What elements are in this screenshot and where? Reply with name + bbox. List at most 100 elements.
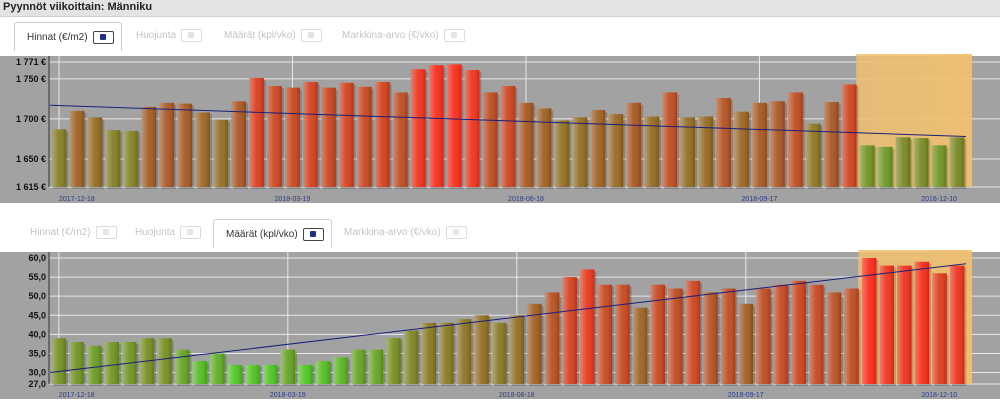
export-icon[interactable]	[302, 227, 324, 241]
tab-quantities[interactable]: Määrät (kpl/vko)	[212, 22, 334, 49]
bar-gloss	[210, 353, 225, 384]
bar-gloss	[285, 87, 300, 187]
bar-gloss	[338, 82, 354, 187]
x-tick-label: 2018-06-18	[508, 196, 544, 203]
bar-gloss	[859, 145, 875, 187]
y-tick-label: 40,0	[28, 329, 46, 339]
y-tick-label: 1 700 €	[16, 114, 46, 124]
tab-volatility[interactable]: Huojunta	[123, 219, 213, 246]
y-tick-label: 1 650 €	[16, 154, 46, 164]
bar-gloss	[608, 114, 624, 187]
tab-prices[interactable]: Hinnat (€/m2)	[14, 22, 122, 51]
tab-volatility[interactable]: Huojunta	[124, 22, 214, 49]
bar-gloss	[51, 338, 67, 384]
bar-gloss	[439, 322, 454, 384]
bar-gloss	[861, 258, 877, 384]
bar-gloss	[931, 145, 947, 187]
bar-gloss	[650, 284, 665, 384]
bar-gloss	[321, 87, 336, 187]
bottom-tab-bar: Hinnat (€/m2) Huojunta Määrät (kpl/vko) …	[0, 219, 1000, 248]
x-tick-label: 2018-12-10	[921, 392, 957, 399]
x-tick-label: 2018-06-18	[499, 392, 535, 399]
y-tick-label: 1 615 €	[16, 182, 46, 192]
bar-gloss	[572, 117, 588, 187]
bar-gloss	[518, 102, 534, 187]
bar-gloss	[403, 330, 419, 384]
bar-gloss	[464, 70, 480, 187]
export-icon[interactable]	[181, 29, 203, 42]
bar-gloss	[474, 315, 489, 384]
bar-gloss	[392, 92, 408, 187]
bar-gloss	[368, 349, 384, 384]
bar-gloss	[267, 86, 282, 187]
tab-quantities[interactable]: Määrät (kpl/vko)	[213, 219, 332, 248]
export-icon[interactable]	[180, 226, 202, 239]
bar-gloss	[809, 284, 824, 384]
bar-gloss	[195, 112, 211, 187]
bar-gloss	[536, 108, 552, 187]
bar-gloss	[262, 364, 278, 384]
bar-gloss	[841, 84, 857, 187]
bar-gloss	[456, 319, 472, 384]
tab-label: Määrät (kpl/vko)	[226, 228, 298, 240]
x-tick-label: 2018-12-10	[921, 196, 957, 203]
bar-gloss	[69, 110, 85, 187]
bar-gloss	[698, 116, 713, 187]
quantities-chart: 2017-12-18 2018-03-19 2018-06-18 2018-09-17…	[0, 250, 1000, 399]
bar-gloss	[752, 102, 767, 187]
tab-label: Huojunta	[135, 227, 176, 238]
bar-gloss	[879, 265, 894, 384]
tab-market-value[interactable]: Markkina-arvo (€/vko)	[332, 219, 472, 246]
tab-label: Määrät (kpl/vko)	[224, 30, 296, 41]
bar-gloss	[428, 65, 444, 187]
bar-gloss	[245, 364, 260, 384]
bar-gloss	[303, 82, 318, 187]
bar-gloss	[685, 280, 701, 384]
bar-gloss	[298, 364, 313, 384]
export-icon[interactable]	[95, 226, 117, 239]
export-icon[interactable]	[300, 29, 322, 42]
x-tick-label: 2018-09-17	[728, 392, 764, 399]
bar-gloss	[805, 123, 821, 187]
bar-gloss	[734, 111, 749, 187]
bar-gloss	[482, 92, 498, 187]
bar-gloss	[87, 117, 103, 187]
bar-gloss	[949, 265, 965, 384]
x-tick-label: 2018-09-17	[742, 196, 778, 203]
bar-gloss	[897, 265, 912, 384]
bar-gloss	[932, 273, 947, 384]
bar-gloss	[756, 288, 771, 384]
top-tab-bar: Hinnat (€/m2) Huojunta Määrät (kpl/vko) …	[0, 22, 1000, 51]
y-tick-label: 30,0	[28, 368, 46, 378]
bar-gloss	[562, 277, 577, 384]
bar-gloss	[788, 92, 803, 187]
bar-gloss	[662, 92, 678, 187]
tab-label: Markkina-arvo (€/vko)	[342, 30, 439, 41]
bar-gloss	[791, 280, 806, 384]
trend-line	[49, 263, 967, 374]
bar-gloss	[69, 342, 84, 384]
bar-gloss	[104, 342, 119, 384]
bar-gloss	[580, 269, 595, 384]
export-icon[interactable]	[92, 30, 114, 44]
bar-gloss	[680, 117, 695, 187]
bar-gloss	[141, 106, 157, 187]
bar-gloss	[844, 288, 859, 384]
bar-gloss	[554, 120, 570, 187]
bar-gloss	[280, 349, 296, 384]
y-tick-label: 55,0	[28, 272, 46, 282]
bar-gloss	[773, 284, 789, 384]
bar-gloss	[192, 361, 207, 384]
bar-gloss	[374, 82, 390, 187]
bar-gloss	[105, 130, 121, 187]
bar-gloss	[914, 261, 930, 384]
export-icon[interactable]	[443, 29, 465, 42]
bar-gloss	[703, 292, 718, 384]
y-tick-label: 50,0	[28, 291, 46, 301]
tab-prices[interactable]: Hinnat (€/m2)	[18, 219, 126, 246]
export-icon[interactable]	[445, 226, 467, 239]
bar-gloss	[174, 349, 190, 384]
y-tick-label: 1 771 €	[16, 57, 46, 67]
y-tick-label: 35,0	[28, 348, 46, 358]
tab-market-value[interactable]: Markkina-arvo (€/vko)	[330, 22, 470, 49]
